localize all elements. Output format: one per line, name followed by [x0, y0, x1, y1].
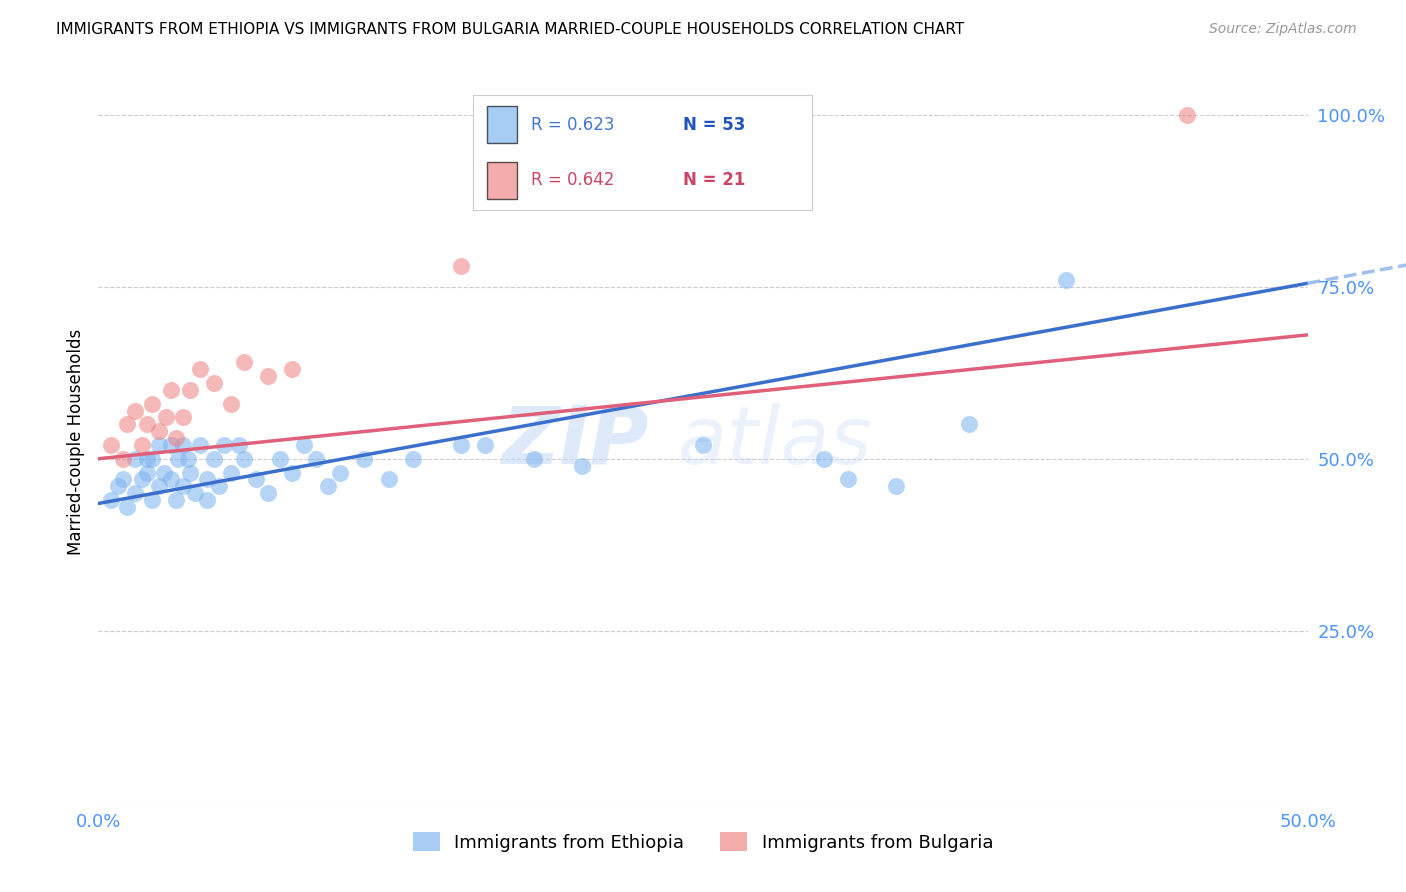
Point	[204, 376, 226, 390]
Point	[160, 438, 183, 452]
Point	[177, 451, 200, 466]
Point	[316, 479, 339, 493]
Point	[329, 466, 352, 480]
Point	[111, 472, 134, 486]
Point	[402, 451, 425, 466]
Text: atlas: atlas	[678, 402, 873, 481]
Point	[195, 493, 218, 508]
Point	[269, 451, 291, 466]
Point	[179, 466, 201, 480]
Point	[124, 486, 146, 500]
Point	[107, 479, 129, 493]
Point	[1054, 273, 1077, 287]
Point	[281, 466, 304, 480]
Point	[188, 362, 211, 376]
Point	[837, 472, 859, 486]
Point	[232, 451, 254, 466]
Y-axis label: Married-couple Households: Married-couple Households	[66, 328, 84, 555]
Point	[957, 417, 980, 432]
Text: ZIP: ZIP	[501, 402, 648, 481]
Point	[148, 438, 170, 452]
Point	[813, 451, 835, 466]
Point	[221, 397, 243, 411]
Point	[305, 451, 328, 466]
Point	[117, 500, 139, 514]
Point	[886, 479, 908, 493]
Point	[281, 362, 304, 376]
Point	[212, 438, 235, 452]
Point	[692, 438, 714, 452]
Text: IMMIGRANTS FROM ETHIOPIA VS IMMIGRANTS FROM BULGARIA MARRIED-COUPLE HOUSEHOLDS C: IMMIGRANTS FROM ETHIOPIA VS IMMIGRANTS F…	[56, 22, 965, 37]
Point	[131, 438, 153, 452]
Point	[117, 417, 139, 432]
Point	[148, 424, 170, 438]
Point	[111, 451, 134, 466]
Point	[571, 458, 593, 473]
Point	[221, 466, 243, 480]
Legend: Immigrants from Ethiopia, Immigrants from Bulgaria: Immigrants from Ethiopia, Immigrants fro…	[405, 825, 1001, 859]
Point	[135, 417, 157, 432]
Point	[256, 486, 278, 500]
Point	[172, 410, 194, 425]
Point	[148, 479, 170, 493]
Point	[523, 451, 546, 466]
Point	[155, 410, 177, 425]
Point	[141, 451, 163, 466]
Point	[100, 493, 122, 508]
Point	[184, 486, 207, 500]
Point	[135, 451, 157, 466]
Point	[141, 397, 163, 411]
Point	[204, 451, 226, 466]
Point	[353, 451, 375, 466]
Point	[124, 451, 146, 466]
Text: Source: ZipAtlas.com: Source: ZipAtlas.com	[1209, 22, 1357, 37]
Point	[228, 438, 250, 452]
Point	[256, 369, 278, 384]
Point	[131, 472, 153, 486]
Point	[167, 451, 190, 466]
Point	[152, 466, 174, 480]
Point	[165, 431, 187, 445]
Point	[1175, 108, 1198, 122]
Point	[100, 438, 122, 452]
Point	[232, 355, 254, 369]
Point	[245, 472, 267, 486]
Point	[450, 438, 472, 452]
Point	[474, 438, 496, 452]
Point	[160, 472, 183, 486]
Point	[172, 479, 194, 493]
Point	[160, 383, 183, 397]
Point	[195, 472, 218, 486]
Point	[188, 438, 211, 452]
Point	[172, 438, 194, 452]
Point	[208, 479, 231, 493]
Point	[450, 259, 472, 273]
Point	[165, 493, 187, 508]
Point	[141, 493, 163, 508]
Point	[292, 438, 315, 452]
Point	[179, 383, 201, 397]
Point	[377, 472, 399, 486]
Point	[135, 466, 157, 480]
Point	[124, 403, 146, 417]
